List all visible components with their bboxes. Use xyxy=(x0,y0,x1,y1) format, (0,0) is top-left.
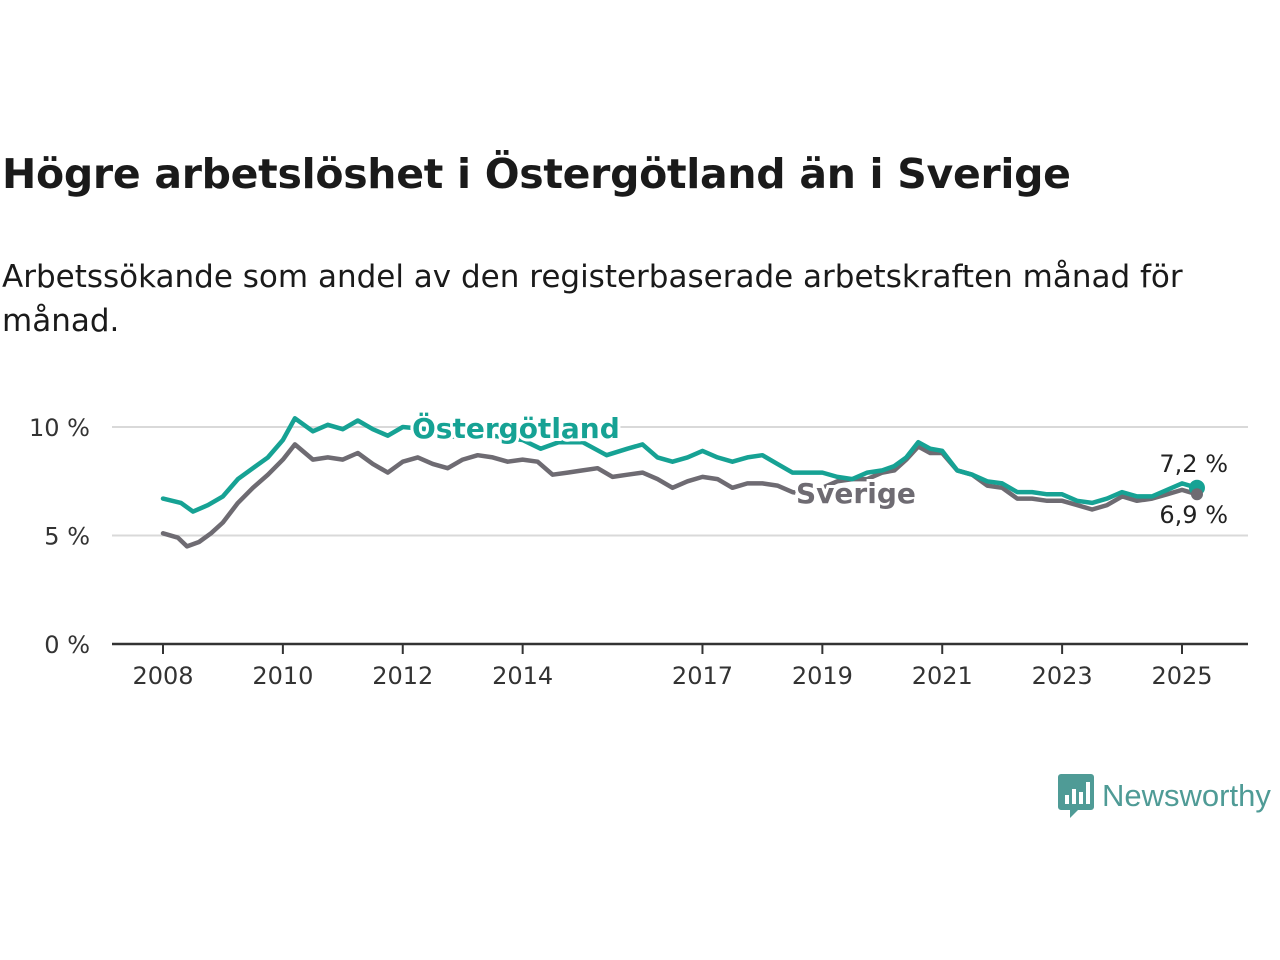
x-tick-label: 2019 xyxy=(792,662,853,690)
x-tick-label: 2014 xyxy=(492,662,553,690)
y-axis-ticks: 0 % 5 % 10 % xyxy=(29,414,90,659)
chart-subtitle: Arbetssökande som andel av den registerb… xyxy=(2,259,1183,339)
series-line-ostergotland xyxy=(160,416,1200,514)
brand-name: Newsworthy xyxy=(1102,778,1271,813)
x-tick-label: 2025 xyxy=(1151,662,1212,690)
gridlines xyxy=(112,426,1248,537)
y-tick-label: 0 % xyxy=(44,631,90,659)
x-tick-label: 2010 xyxy=(252,662,313,690)
end-value-ostergotland: 7,2 % xyxy=(1159,450,1228,478)
series-lines xyxy=(160,416,1205,549)
newsworthy-logo-icon xyxy=(1058,774,1094,818)
series-label-ostergotland: Östergötland xyxy=(412,411,620,445)
x-tick-label: 2017 xyxy=(672,662,733,690)
x-tick-label: 2008 xyxy=(132,662,193,690)
end-value-sverige: 6,9 % xyxy=(1159,501,1228,529)
y-tick-label: 5 % xyxy=(44,523,90,551)
newsworthy-logo: Newsworthy xyxy=(1058,772,1271,820)
series-line-sverige xyxy=(160,442,1200,549)
y-tick-label: 10 % xyxy=(29,414,90,442)
chart-title: Högre arbetslöshet i Östergötland än i S… xyxy=(2,150,1071,198)
end-point-sverige xyxy=(1190,488,1203,501)
x-tick-label: 2023 xyxy=(1032,662,1093,690)
series-label-sverige: Sverige xyxy=(796,477,916,510)
x-tick-label: 2021 xyxy=(912,662,973,690)
x-tick-label: 2012 xyxy=(372,662,433,690)
series-labels: Östergötland Sverige 7,2 % 6,9 % xyxy=(409,408,1228,529)
x-axis: 2008 2010 2012 2014 2017 2019 2021 2023 2025 xyxy=(112,642,1248,690)
